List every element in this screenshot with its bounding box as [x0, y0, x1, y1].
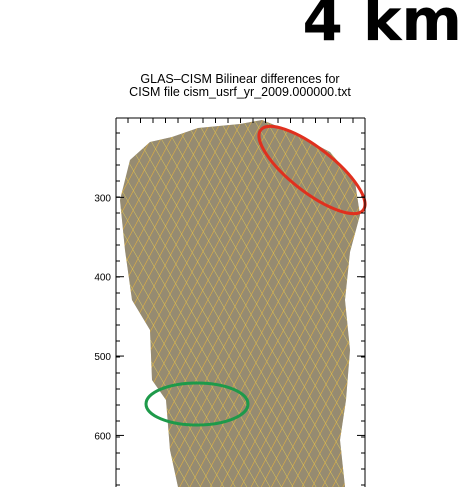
figure: 4 km GLAS–CISM Bilinear differences for …	[0, 0, 462, 487]
y-tick-label: 300	[94, 193, 111, 204]
y-tick-label: 500	[94, 352, 111, 363]
y-tick-label: 600	[94, 431, 111, 442]
heading: 4 km	[302, 0, 462, 54]
plot-title: GLAS–CISM Bilinear differences for	[140, 72, 339, 86]
y-tick-label: 400	[94, 273, 111, 284]
ice-sheet	[110, 110, 370, 487]
plot-subtitle: CISM file cism_usrf_yr_2009.000000.txt	[129, 85, 351, 99]
